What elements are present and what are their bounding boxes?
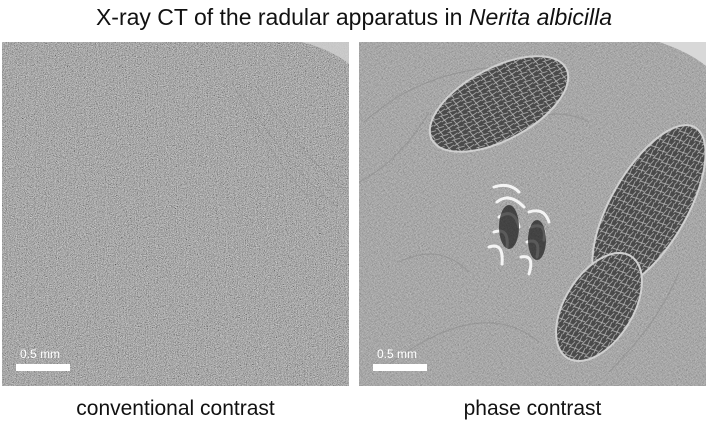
ct-image-conventional: 0.5 mm [2,42,349,386]
scale-bar [373,364,427,371]
title-prefix: X-ray CT of the radular apparatus in [95,4,469,30]
scale-bar-label: 0.5 mm [20,347,61,361]
title-species: Nerita albicilla [468,4,613,30]
phase-contrast-ct-image [359,42,706,386]
scale-bar-label: 0.5 mm [377,347,418,361]
caption-phase: phase contrast [463,397,602,420]
ct-image-phase: 0.5 mm [359,42,706,386]
figure-title: X-ray CT of the radular apparatus in Ner… [0,4,708,31]
caption-conventional: conventional contrast [76,397,275,420]
conventional-ct-image [2,42,349,386]
scale-bar [16,364,70,371]
